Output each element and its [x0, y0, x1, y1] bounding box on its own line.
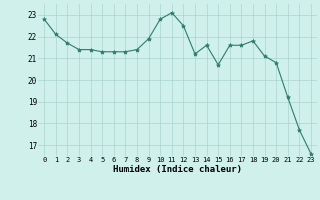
X-axis label: Humidex (Indice chaleur): Humidex (Indice chaleur)	[113, 165, 242, 174]
